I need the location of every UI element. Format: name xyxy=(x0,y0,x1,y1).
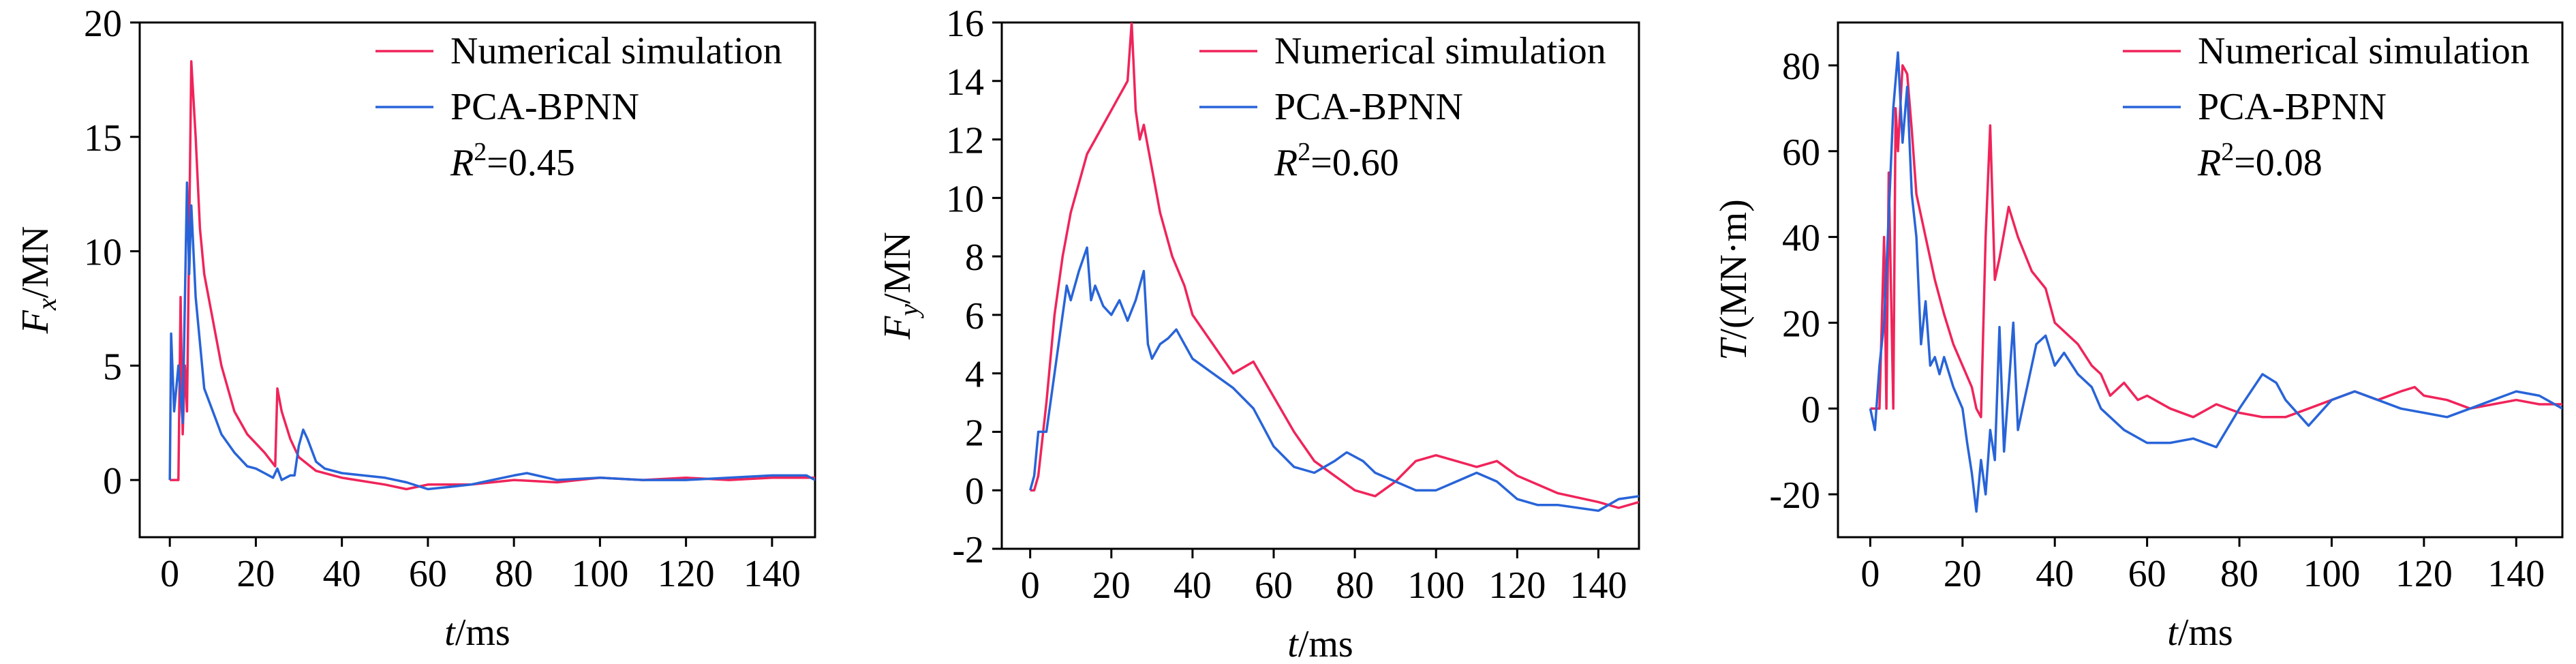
y-axis-label-unit: /MN xyxy=(876,232,919,304)
r-squared-exponent: 2 xyxy=(2221,138,2234,166)
x-axis-label: t/ms xyxy=(1287,623,1353,664)
r-squared-annotation: R2=0.08 xyxy=(2197,138,2322,184)
x-tick-label: 100 xyxy=(1407,564,1465,607)
r-squared-value: =0.45 xyxy=(487,142,575,184)
y-tick-label: 0 xyxy=(103,460,122,502)
x-tick-label: 140 xyxy=(743,553,801,595)
legend-entry-label: Numerical simulation xyxy=(1274,30,1606,72)
y-axis-label-unit: /MN xyxy=(14,226,57,299)
y-tick-label: 60 xyxy=(1782,132,1820,174)
y-axis-label: Fx/MN xyxy=(14,226,62,335)
y-axis-label: T/(MN·m) xyxy=(1713,199,1755,360)
x-tick-label: 20 xyxy=(236,553,275,595)
x-tick-label: 100 xyxy=(571,553,628,595)
y-tick-label: 5 xyxy=(103,346,122,388)
x-axis-label-unit: /ms xyxy=(1298,623,1353,664)
x-axis-label-unit: /ms xyxy=(2178,612,2233,654)
y-tick-label: -20 xyxy=(1769,474,1820,517)
series-line-pca-bpnn xyxy=(1869,51,2562,513)
y-tick-label: 2 xyxy=(965,412,984,454)
y-tick-label: 4 xyxy=(965,354,984,396)
x-tick-label: 80 xyxy=(1336,564,1374,607)
y-tick-label: 10 xyxy=(946,178,984,220)
y-tick-label: 0 xyxy=(965,470,984,513)
r-squared-annotation: R2=0.60 xyxy=(1274,138,1399,184)
x-axis-label-variable: t xyxy=(1287,623,1299,664)
y-tick-label: 20 xyxy=(1782,303,1820,345)
x-tick-label: 40 xyxy=(323,553,361,595)
series-line-pca-bpnn xyxy=(168,181,815,491)
x-axis-label-unit: /ms xyxy=(455,612,510,654)
y-tick-label: -2 xyxy=(952,529,984,571)
y-tick-label: 20 xyxy=(84,3,122,45)
plot-frame xyxy=(138,21,816,539)
y-tick-label: 16 xyxy=(946,3,984,45)
x-tick-label: 40 xyxy=(2036,553,2074,595)
x-tick-label: 120 xyxy=(1488,564,1546,607)
legend-entry-label: Numerical simulation xyxy=(450,30,782,72)
r-squared-variable: R xyxy=(2197,142,2221,184)
x-tick-label: 60 xyxy=(409,553,447,595)
x-tick-label: 0 xyxy=(1860,553,1880,595)
r-squared-variable: R xyxy=(1274,142,1298,184)
x-tick-label: 120 xyxy=(2395,553,2453,595)
x-tick-label: 120 xyxy=(658,553,715,595)
x-tick-label: 0 xyxy=(1021,564,1040,607)
x-axis-label: t/ms xyxy=(2167,612,2233,654)
y-axis-label-variable: T xyxy=(1713,337,1755,361)
chart-panel-1: 0 20 40 60 80 100 120 140 0 5 10 15 20 t/ms Fx/MN Numer… xyxy=(14,3,816,654)
chart-panel-2: 0 20 40 60 80 100 120 140-20246810121416t/msFy/… xyxy=(876,3,1640,664)
y-axis-label-variable: F xyxy=(14,310,57,334)
x-tick-label: 140 xyxy=(1569,564,1627,607)
x-axis-label-variable: t xyxy=(2167,612,2179,654)
x-tick-label: 60 xyxy=(2128,553,2166,595)
r-squared-variable: R xyxy=(450,142,474,184)
r-squared-value: =0.60 xyxy=(1310,142,1399,184)
series-line-numerical-simulation xyxy=(1030,22,1639,509)
legend-entry-label: PCA-BPNN xyxy=(450,86,639,128)
x-tick-label: 0 xyxy=(160,553,179,595)
x-tick-label: 20 xyxy=(1092,564,1131,607)
legend-entry-label: Numerical simulation xyxy=(2198,30,2530,72)
legend-entry-label: PCA-BPNN xyxy=(1274,86,1463,128)
y-tick-label: 15 xyxy=(84,117,122,160)
y-tick-label: 0 xyxy=(1801,389,1820,431)
y-tick-label: 14 xyxy=(946,61,984,104)
y-tick-label: 40 xyxy=(1782,217,1820,260)
y-axis-label: Fy/MN xyxy=(876,232,924,340)
x-tick-label: 100 xyxy=(2303,553,2360,595)
r-squared-exponent: 2 xyxy=(474,138,487,166)
y-axis-label-unit: /(MN·m) xyxy=(1713,199,1755,339)
r-squared-value: =0.08 xyxy=(2234,142,2322,184)
plot-frame xyxy=(1837,21,2564,539)
y-tick-label: 12 xyxy=(946,120,984,162)
x-tick-label: 80 xyxy=(2220,553,2258,595)
legend-entry-label: PCA-BPNN xyxy=(2198,86,2387,128)
y-tick-label: 10 xyxy=(84,232,122,274)
x-tick-label: 80 xyxy=(495,553,533,595)
x-tick-label: 40 xyxy=(1174,564,1212,607)
series-line-pca-bpnn xyxy=(1029,246,1639,512)
y-tick-label: 6 xyxy=(965,295,984,337)
y-axis-label-subscript: x xyxy=(31,298,62,311)
x-axis-label: t/ms xyxy=(444,612,510,654)
y-tick-label: 8 xyxy=(965,237,984,279)
plot-frame xyxy=(1000,21,1640,550)
r-squared-annotation: R2=0.45 xyxy=(450,138,575,184)
y-axis-label-variable: F xyxy=(876,316,919,340)
x-axis-label-variable: t xyxy=(444,612,456,654)
r-squared-exponent: 2 xyxy=(1298,138,1310,166)
y-tick-label: 80 xyxy=(1782,46,1820,88)
x-tick-label: 20 xyxy=(1944,553,1982,595)
x-tick-label: 140 xyxy=(2487,553,2545,595)
y-axis-label-subscript: y xyxy=(893,304,924,319)
chart-panel-3: 0 20 40 60 80 100 120 140 -20 0 20 40 60 80 t/ms T/(MN·… xyxy=(1713,21,2564,654)
x-tick-label: 60 xyxy=(1255,564,1293,607)
